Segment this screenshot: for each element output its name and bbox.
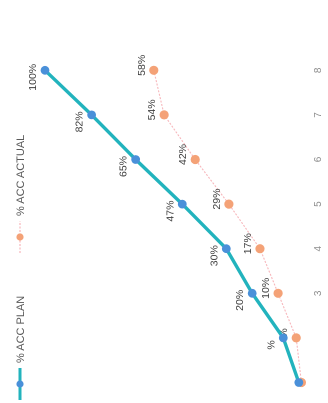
actual-data-point — [273, 288, 283, 298]
actual-data-point — [149, 65, 159, 75]
actual-data-point — [291, 333, 301, 343]
plan-data-point — [247, 288, 257, 298]
plan-data-label: % — [265, 340, 277, 349]
plan-data-label: 20% — [234, 290, 246, 311]
actual-series-line — [153, 70, 302, 383]
legend-actual-label: % ACC ACTUAL — [15, 135, 27, 216]
plan-data-point — [278, 333, 288, 343]
plan-data-point — [294, 378, 304, 387]
plan-data-label: 30% — [208, 245, 220, 266]
plan-data-point — [131, 155, 141, 164]
x-tick-label: 7 — [313, 112, 324, 118]
actual-data-label: 29% — [211, 189, 223, 210]
legend-actual-marker — [16, 233, 24, 241]
plan-data-point — [87, 110, 97, 120]
x-tick-label: 6 — [313, 156, 324, 162]
x-tick-label: 3 — [313, 290, 324, 296]
legend-plan-marker — [16, 380, 24, 388]
actual-data-point — [255, 244, 265, 254]
actual-data-label: 17% — [242, 233, 254, 254]
plot-area: % 10% 17% 29% 42% 54% 58%% 20% 30% 47% 65% 82% 100% — [27, 55, 307, 388]
plan-data-point — [221, 244, 231, 254]
plan-data-label: 47% — [164, 201, 176, 222]
x-tick-label: 5 — [313, 201, 324, 207]
actual-data-label: 54% — [146, 99, 158, 120]
actual-data-point — [224, 199, 234, 209]
x-tick-label: 4 — [313, 245, 324, 251]
plan-data-point — [40, 65, 50, 75]
plan-data-label: 82% — [74, 111, 86, 132]
actual-data-point — [159, 110, 169, 120]
plan-data-point — [177, 199, 187, 209]
legend: % ACC PLAN % ACC ACTUAL — [15, 135, 27, 400]
plan-data-label: 65% — [118, 156, 130, 177]
x-axis-ticks: 3 4 5 6 7 8 — [313, 67, 324, 296]
x-tick-label: 8 — [313, 67, 324, 73]
actual-data-label: % — [278, 328, 290, 337]
actual-data-label: 58% — [136, 55, 148, 76]
legend-plan-label: % ACC PLAN — [15, 296, 27, 363]
plan-data-label: 100% — [27, 64, 39, 91]
actual-data-point — [190, 154, 200, 165]
plan-series-line — [43, 69, 301, 384]
actual-data-label: 42% — [177, 144, 189, 165]
actual-data-label: 10% — [260, 278, 272, 299]
